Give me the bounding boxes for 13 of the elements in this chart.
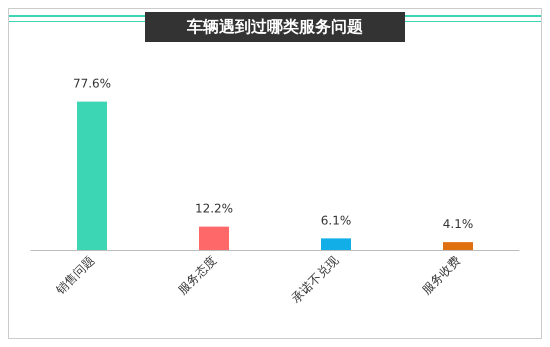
data-label: 6.1% xyxy=(320,213,352,228)
bar xyxy=(443,242,473,250)
data-label: 4.1% xyxy=(442,217,474,232)
x-tick-label: 服务态度 xyxy=(175,253,219,297)
x-tick-label: 销售问题 xyxy=(52,253,97,298)
chart-title: 车辆遇到过哪类服务问题 xyxy=(145,12,405,42)
bar xyxy=(77,102,107,250)
bar xyxy=(199,226,229,250)
x-tick-label: 承诺不兑现 xyxy=(288,253,341,306)
data-label: 77.6% xyxy=(72,76,112,91)
x-tick-label: 服务收费 xyxy=(419,253,463,297)
bar xyxy=(321,238,351,250)
data-label: 12.2% xyxy=(194,202,234,216)
